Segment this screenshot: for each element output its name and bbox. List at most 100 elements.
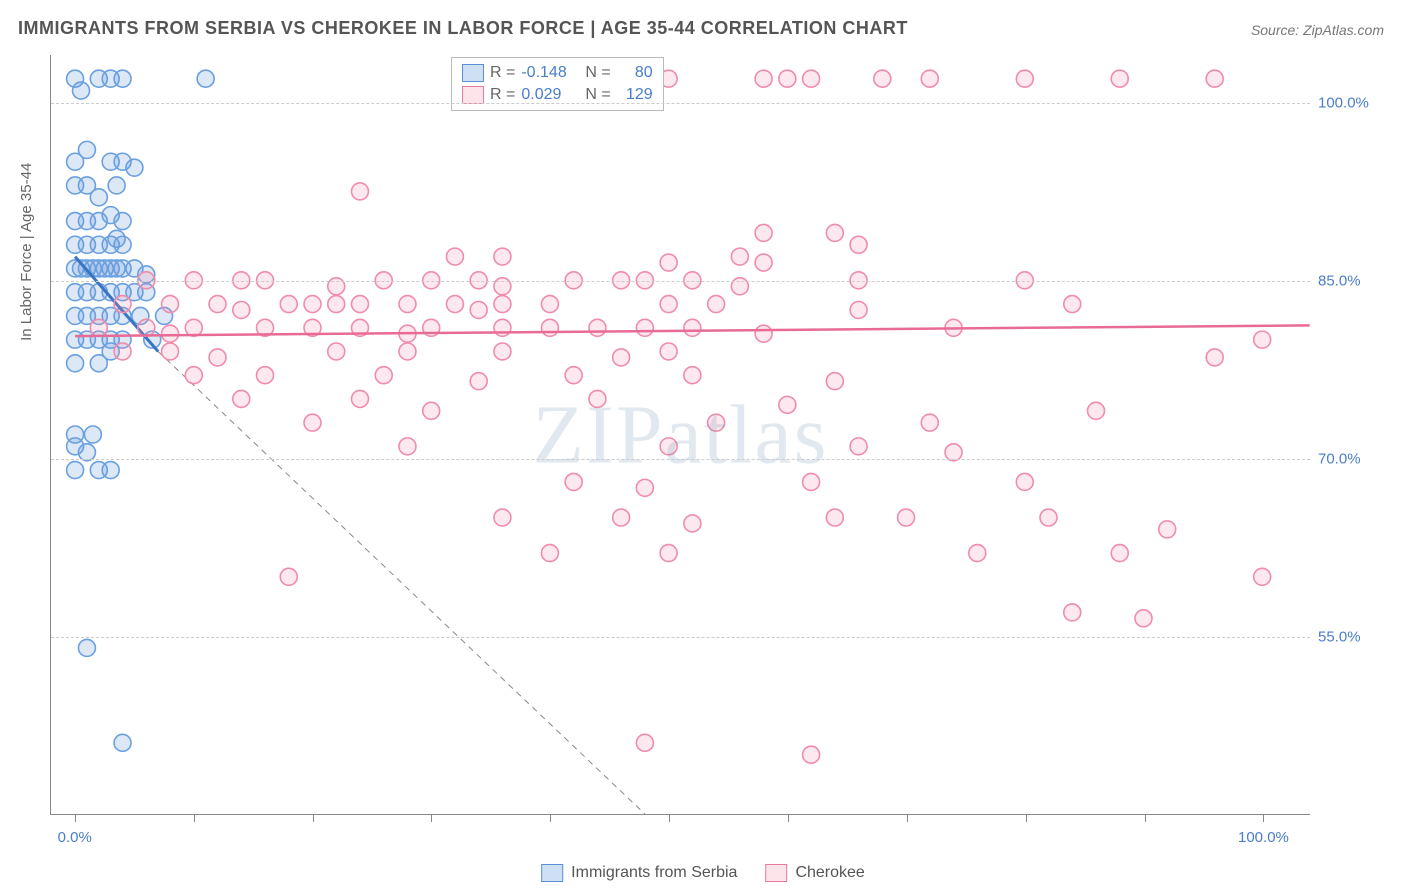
data-point-cherokee [162,296,179,313]
x-tick [1263,814,1264,822]
data-point-cherokee [1064,604,1081,621]
x-tick [194,814,195,822]
scatter-plot: ZIPatlas R =-0.148N =80R =0.029N =129 55… [50,55,1310,815]
legend-item: Cherokee [765,864,864,882]
legend-label: Cherokee [795,864,864,882]
x-tick [75,814,76,822]
data-point-cherokee [565,473,582,490]
x-tick [431,814,432,822]
data-point-cherokee [1159,521,1176,538]
data-point-cherokee [803,746,820,763]
data-point-cherokee [1135,610,1152,627]
x-tick [788,814,789,822]
trend-ext-serbia [158,351,645,814]
n-value: 129 [617,86,653,104]
data-point-serbia [114,70,131,87]
legend-label: Immigrants from Serbia [571,864,737,882]
data-point-cherokee [304,296,321,313]
data-point-cherokee [1040,509,1057,526]
data-point-cherokee [660,545,677,562]
data-point-cherokee [660,254,677,271]
gridline [51,103,1310,104]
data-point-cherokee [660,296,677,313]
n-label: N = [585,86,610,104]
data-point-serbia [108,177,125,194]
data-point-cherokee [541,545,558,562]
data-point-cherokee [731,248,748,265]
x-tick [313,814,314,822]
data-point-cherokee [684,319,701,336]
data-point-cherokee [613,349,630,366]
data-point-cherokee [684,515,701,532]
data-point-serbia [102,462,119,479]
data-point-cherokee [755,325,772,342]
data-point-cherokee [399,296,416,313]
data-point-serbia [84,426,101,443]
data-point-cherokee [826,509,843,526]
legend-swatch [462,86,484,104]
y-tick-label: 85.0% [1318,272,1388,289]
data-point-serbia [67,462,84,479]
y-tick-label: 100.0% [1318,94,1388,111]
legend-swatch [462,64,484,82]
data-point-cherokee [185,319,202,336]
data-point-cherokee [162,343,179,360]
data-point-cherokee [755,224,772,241]
data-point-cherokee [138,319,155,336]
data-point-cherokee [1016,473,1033,490]
legend-item: Immigrants from Serbia [541,864,737,882]
x-tick-label: 0.0% [58,829,92,846]
data-point-cherokee [280,568,297,585]
data-point-serbia [114,734,131,751]
data-point-cherokee [969,545,986,562]
data-point-cherokee [328,296,345,313]
data-point-cherokee [755,254,772,271]
data-point-cherokee [921,70,938,87]
data-point-serbia [67,355,84,372]
data-point-cherokee [589,390,606,407]
data-point-cherokee [1088,402,1105,419]
data-point-cherokee [803,473,820,490]
data-point-cherokee [446,296,463,313]
data-point-serbia [78,639,95,656]
r-value: -0.148 [521,64,579,82]
x-tick-label: 100.0% [1238,829,1289,846]
data-point-cherokee [209,296,226,313]
x-tick [1026,814,1027,822]
source-attribution: Source: ZipAtlas.com [1251,22,1384,38]
data-point-cherokee [494,343,511,360]
x-tick [669,814,670,822]
gridline [51,281,1310,282]
data-point-cherokee [850,236,867,253]
data-point-cherokee [636,479,653,496]
data-point-cherokee [375,367,392,384]
data-point-cherokee [446,248,463,265]
x-tick [1145,814,1146,822]
n-value: 80 [617,64,653,82]
data-point-cherokee [470,301,487,318]
r-value: 0.029 [521,86,579,104]
data-point-cherokee [233,301,250,318]
data-point-cherokee [921,414,938,431]
y-axis-label: In Labor Force | Age 35-44 [18,163,35,341]
data-point-cherokee [589,319,606,336]
gridline [51,459,1310,460]
data-point-cherokee [565,367,582,384]
data-point-cherokee [494,248,511,265]
data-point-cherokee [1111,70,1128,87]
data-point-cherokee [708,414,725,431]
y-tick-label: 55.0% [1318,628,1388,645]
data-point-serbia [114,236,131,253]
data-point-cherokee [494,296,511,313]
data-point-cherokee [1206,349,1223,366]
plot-svg [51,55,1310,814]
data-point-cherokee [636,734,653,751]
x-tick [550,814,551,822]
data-point-serbia [78,141,95,158]
data-point-cherokee [423,402,440,419]
data-point-cherokee [1206,70,1223,87]
data-point-cherokee [209,349,226,366]
n-label: N = [585,64,610,82]
data-point-cherokee [114,343,131,360]
r-label: R = [490,64,515,82]
